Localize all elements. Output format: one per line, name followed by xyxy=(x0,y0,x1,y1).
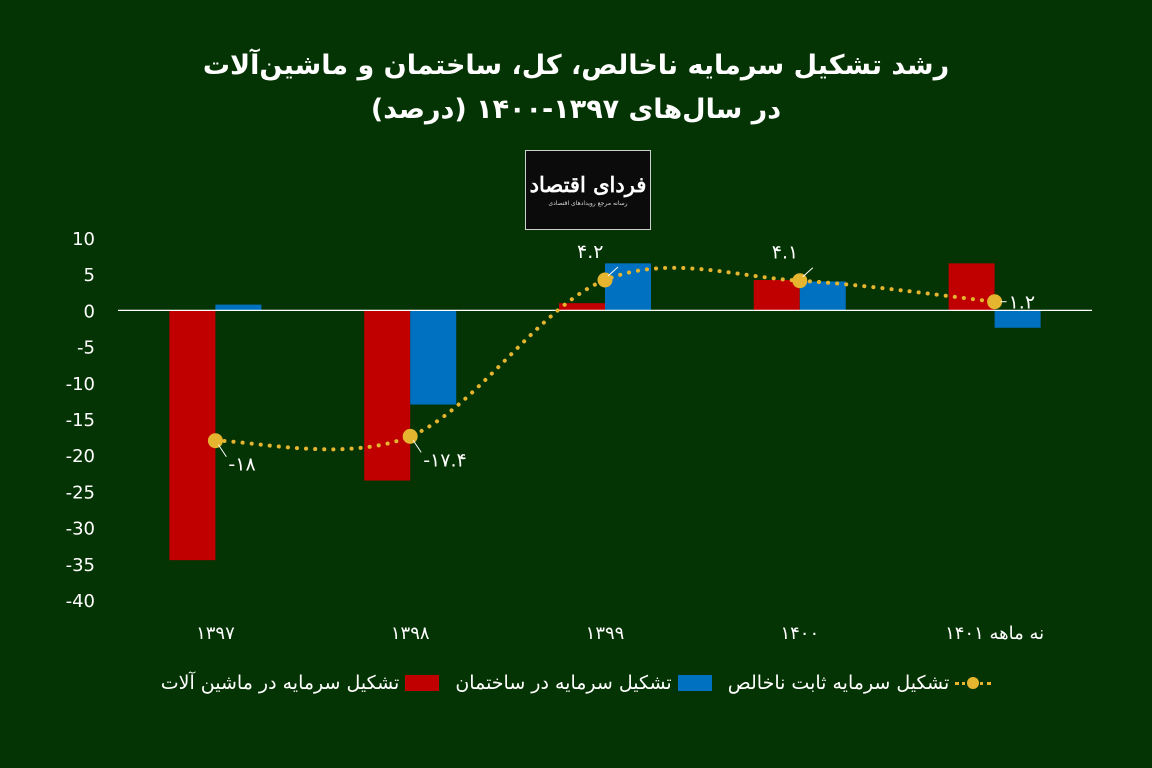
bar-machinery xyxy=(364,310,411,481)
line-data-label: ۴.۱ xyxy=(772,242,798,264)
bar-machinery xyxy=(559,303,605,311)
data-label-leader xyxy=(412,440,422,453)
bar-machinery xyxy=(948,263,995,311)
logo-tagline: رسانه مرجع رویدادهای اقتصادی xyxy=(548,199,628,207)
bar-building xyxy=(215,304,262,311)
data-label-leader xyxy=(217,444,227,457)
y-tick-label: -15 xyxy=(66,410,95,431)
legend-label-building: تشکیل سرمایه در ساختمان xyxy=(455,672,672,694)
x-tick-label: ۱۴۰۰ xyxy=(780,623,819,644)
line-point xyxy=(987,294,1003,310)
legend: تشکیل سرمایه ثابت ناخالص تشکیل سرمایه در… xyxy=(0,672,1152,694)
x-tick-label: نه ماهه ۱۴۰۱ xyxy=(945,623,1044,644)
legend-swatch-line xyxy=(955,675,992,691)
bar-building xyxy=(994,310,1041,328)
x-tick-label: ۱۳۹۸ xyxy=(391,623,430,644)
line-data-label: -۱۷.۴ xyxy=(423,449,467,471)
publisher-logo: فردای اقتصاد رسانه مرجع رویدادهای اقتصاد… xyxy=(525,150,651,230)
legend-item-building: تشکیل سرمایه در ساختمان xyxy=(455,672,712,694)
bar-building xyxy=(605,263,651,311)
line-point xyxy=(597,272,613,288)
bar-building xyxy=(410,310,457,405)
chart-title-line2: در سال‌های ۱۳۹۷-۱۴۰۰ (درصد) xyxy=(370,94,782,125)
line-point xyxy=(207,433,223,449)
x-tick-label: ۱۳۹۹ xyxy=(586,623,625,644)
y-tick-label: -30 xyxy=(66,519,95,540)
x-tick-label: ۱۳۹۷ xyxy=(196,623,235,644)
line-point xyxy=(402,428,418,444)
bar-machinery xyxy=(753,279,800,311)
bar-building xyxy=(799,281,846,311)
legend-label-line: تشکیل سرمایه ثابت ناخالص xyxy=(727,672,950,694)
data-label-leader xyxy=(802,267,814,278)
legend-swatch-building xyxy=(677,675,712,691)
data-label-leader xyxy=(607,266,619,277)
logo-name: فردای اقتصاد xyxy=(529,171,647,197)
y-tick-label: -10 xyxy=(66,374,95,395)
y-tick-label: -35 xyxy=(66,555,95,576)
y-tick-label: -20 xyxy=(66,446,95,467)
legend-item-machinery: تشکیل سرمایه در ماشین آلات xyxy=(161,672,440,694)
line-point xyxy=(792,273,808,289)
y-tick-label: -5 xyxy=(77,338,95,359)
y-tick-label: -25 xyxy=(66,482,95,503)
y-tick-label: 0 xyxy=(84,301,95,322)
line-data-label: -۱۸ xyxy=(228,454,255,476)
y-tick-label: -40 xyxy=(66,591,95,612)
legend-item-line: تشکیل سرمایه ثابت ناخالص xyxy=(728,672,992,694)
bar-machinery xyxy=(169,310,216,561)
line-data-label: ۱.۲ xyxy=(1009,292,1035,314)
line-data-label: ۴.۲ xyxy=(577,241,603,263)
y-tick-label: 10 xyxy=(72,229,95,250)
chart-title-line1: رشد تشکیل سرمایه ناخالص، کل، ساختمان و م… xyxy=(202,50,950,81)
legend-label-machinery: تشکیل سرمایه در ماشین آلات xyxy=(160,672,400,694)
y-tick-label: 5 xyxy=(84,265,95,286)
legend-swatch-machinery xyxy=(405,675,440,691)
